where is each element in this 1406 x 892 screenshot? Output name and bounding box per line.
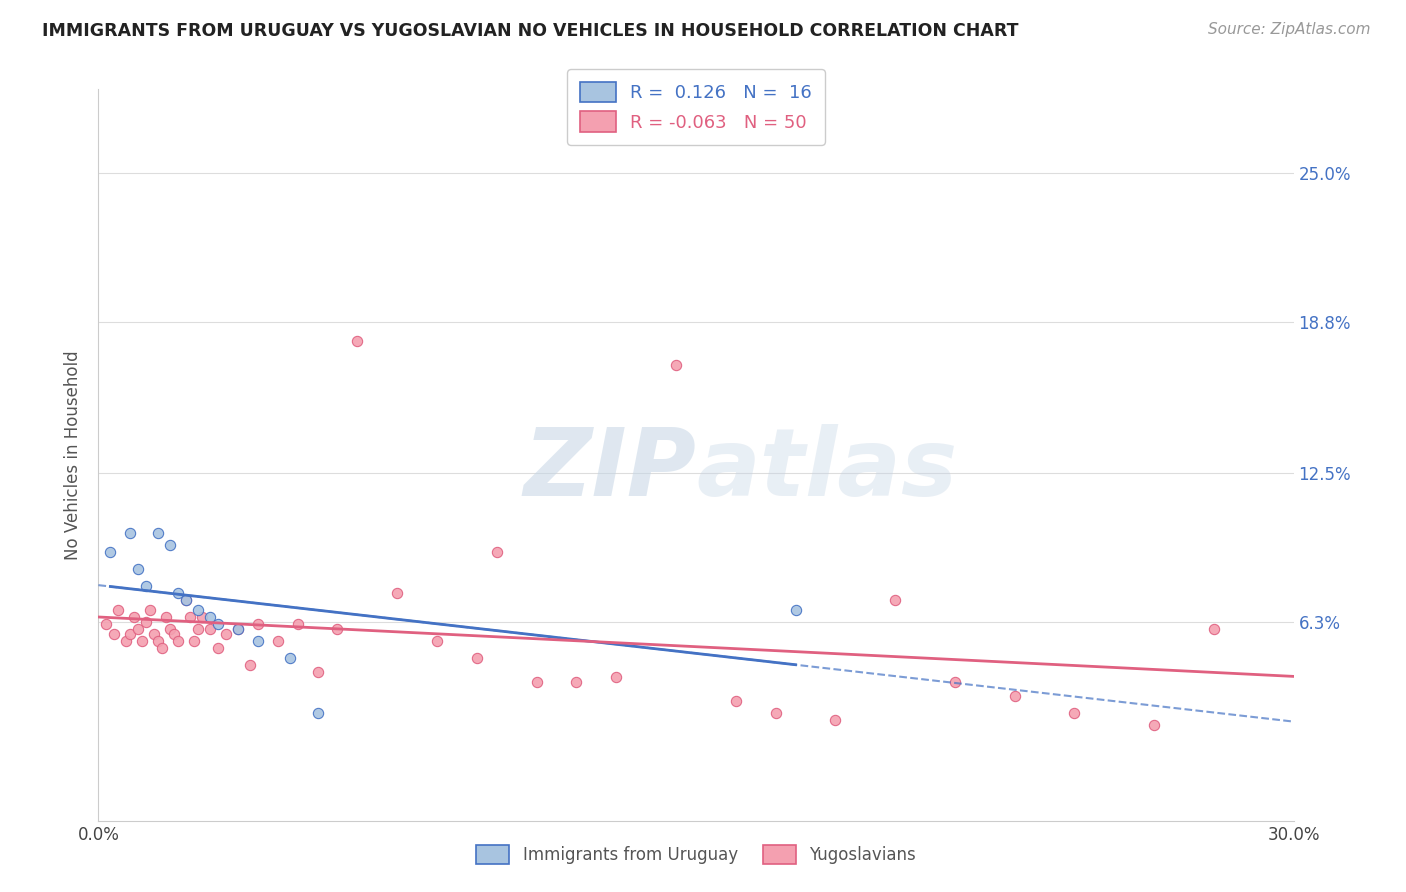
Point xyxy=(526,674,548,689)
Point xyxy=(346,334,368,348)
Point xyxy=(159,622,181,636)
Point xyxy=(127,562,149,576)
Point xyxy=(267,633,290,648)
Point xyxy=(150,640,173,655)
Point xyxy=(226,622,249,636)
Point xyxy=(605,670,627,684)
Point xyxy=(124,609,146,624)
Point xyxy=(1004,689,1026,703)
Point xyxy=(148,633,170,648)
Point xyxy=(207,617,229,632)
Point xyxy=(179,609,201,624)
Point xyxy=(765,706,787,720)
Point xyxy=(135,615,157,629)
Point xyxy=(465,650,488,665)
Point xyxy=(198,622,221,636)
Point xyxy=(174,593,197,607)
Point xyxy=(426,633,449,648)
Point xyxy=(148,525,170,540)
Point xyxy=(226,622,249,636)
Point xyxy=(307,706,329,720)
Point xyxy=(103,626,125,640)
Point xyxy=(287,617,309,632)
Point xyxy=(246,617,269,632)
Point xyxy=(167,586,190,600)
Point xyxy=(167,633,190,648)
Point xyxy=(187,622,209,636)
Point xyxy=(155,609,177,624)
Point xyxy=(565,674,588,689)
Text: ZIP: ZIP xyxy=(523,424,696,516)
Point xyxy=(96,617,118,632)
Point xyxy=(163,626,186,640)
Point xyxy=(385,586,409,600)
Point xyxy=(120,626,142,640)
Point xyxy=(884,593,907,607)
Point xyxy=(785,602,807,616)
Point xyxy=(107,602,129,616)
Point xyxy=(1063,706,1085,720)
Point xyxy=(139,602,162,616)
Text: atlas: atlas xyxy=(696,424,957,516)
Point xyxy=(98,545,122,559)
Point xyxy=(239,657,262,672)
Point xyxy=(307,665,329,679)
Point xyxy=(278,650,301,665)
Point xyxy=(665,358,688,372)
Point xyxy=(824,713,846,727)
Point xyxy=(1143,717,1166,731)
Point xyxy=(198,609,221,624)
Legend: Immigrants from Uruguay, Yugoslavians: Immigrants from Uruguay, Yugoslavians xyxy=(470,838,922,871)
Point xyxy=(724,694,747,708)
Point xyxy=(135,579,157,593)
Point xyxy=(183,633,205,648)
Point xyxy=(485,545,508,559)
Point xyxy=(120,525,142,540)
Point xyxy=(159,538,181,552)
Point xyxy=(187,602,209,616)
Point xyxy=(207,640,229,655)
Point xyxy=(115,633,138,648)
Point xyxy=(174,593,197,607)
Point xyxy=(131,633,153,648)
Point xyxy=(943,674,966,689)
Y-axis label: No Vehicles in Household: No Vehicles in Household xyxy=(65,350,83,560)
Point xyxy=(326,622,349,636)
Text: Source: ZipAtlas.com: Source: ZipAtlas.com xyxy=(1208,22,1371,37)
Point xyxy=(246,633,269,648)
Point xyxy=(143,626,166,640)
Text: IMMIGRANTS FROM URUGUAY VS YUGOSLAVIAN NO VEHICLES IN HOUSEHOLD CORRELATION CHAR: IMMIGRANTS FROM URUGUAY VS YUGOSLAVIAN N… xyxy=(42,22,1019,40)
Point xyxy=(1202,622,1225,636)
Point xyxy=(127,622,149,636)
Point xyxy=(215,626,238,640)
Point xyxy=(191,609,214,624)
